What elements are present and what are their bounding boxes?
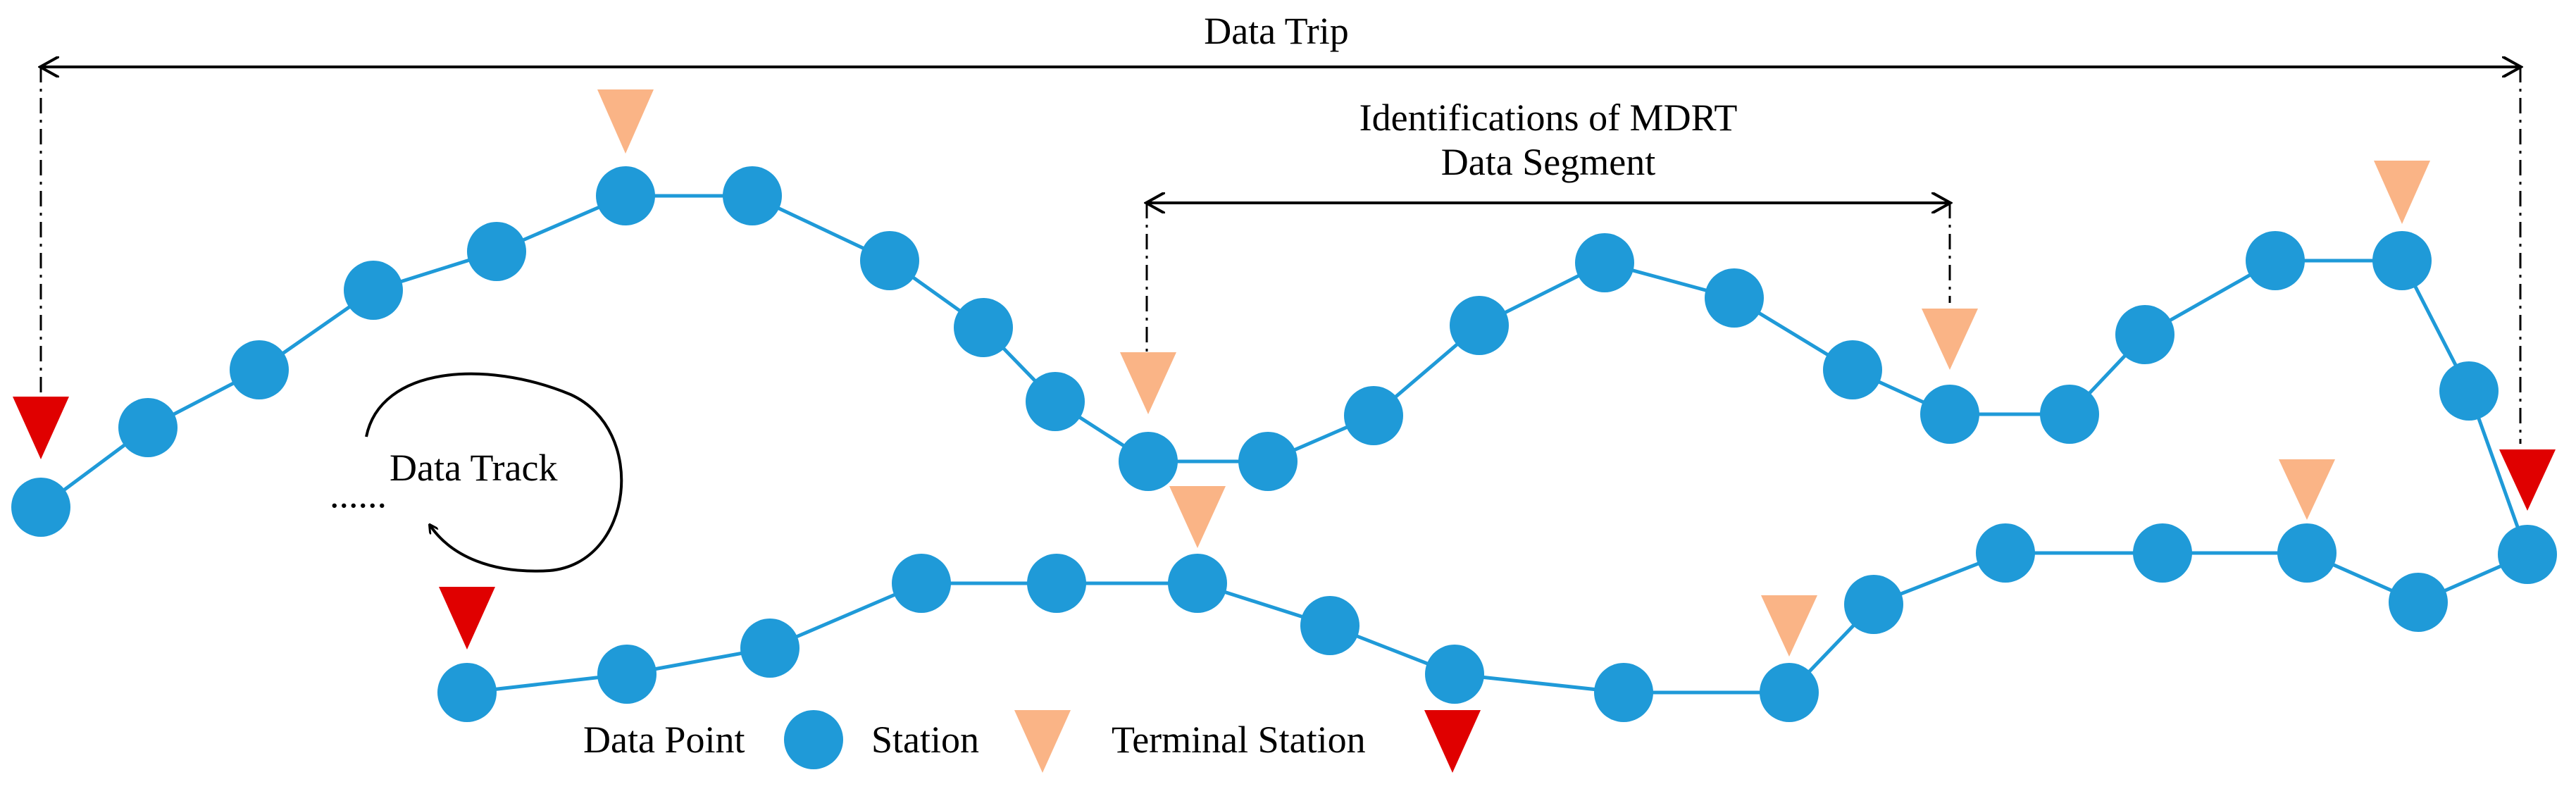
data-point xyxy=(118,398,178,457)
station-marker xyxy=(1169,486,1226,548)
data-point xyxy=(2040,385,2099,444)
legend-data-point-icon xyxy=(784,710,843,769)
data-point xyxy=(892,554,951,613)
data-point xyxy=(1844,575,1903,634)
legend-data-point-label: Data Point xyxy=(583,719,745,761)
data-point xyxy=(2439,361,2499,421)
data-point xyxy=(1575,233,1634,292)
segment-label-line2: Data Segment xyxy=(1441,141,1655,183)
data-track-label: Data Track xyxy=(390,447,557,489)
legend-terminal-station-label: Terminal Station xyxy=(1112,719,1366,761)
data-point xyxy=(1450,296,1509,355)
lower-track-points xyxy=(437,523,2448,722)
terminal-station-marker xyxy=(13,397,69,459)
data-point xyxy=(1920,385,1979,444)
data-point xyxy=(11,478,70,537)
legend-terminal-station-icon xyxy=(1424,710,1481,773)
data-point xyxy=(437,663,497,722)
ellipsis-label: ...... xyxy=(330,473,387,516)
data-point xyxy=(1026,372,1085,431)
segment-label-line1: Identifications of MDRT xyxy=(1359,97,1738,139)
mdrt-segment-dimension: Identifications of MDRT Data Segment xyxy=(1147,97,1950,352)
data-point xyxy=(954,298,1013,357)
data-point xyxy=(723,166,782,225)
data-trip-label: Data Trip xyxy=(1204,10,1349,52)
station-marker xyxy=(2279,459,2335,520)
data-point xyxy=(1594,663,1653,722)
data-point xyxy=(1344,386,1403,445)
station-marker xyxy=(1761,595,1817,657)
data-trip-dimension: Data Trip xyxy=(41,10,2520,444)
terminal-stations xyxy=(13,397,2556,650)
station-marker xyxy=(2374,161,2430,224)
data-point xyxy=(2277,523,2337,583)
data-point xyxy=(1705,268,1764,328)
station-marker xyxy=(1120,352,1176,414)
data-point xyxy=(1238,432,1298,491)
legend: Data Point Station Terminal Station xyxy=(583,710,1481,773)
data-point xyxy=(344,261,403,320)
station-marker xyxy=(597,89,654,154)
legend-station-icon xyxy=(1014,710,1071,773)
data-point xyxy=(230,340,289,399)
data-point xyxy=(1119,432,1178,491)
data-point xyxy=(2133,523,2192,583)
lower-track-line xyxy=(466,551,2529,695)
data-point xyxy=(596,166,655,225)
upper-track-points xyxy=(11,166,2557,584)
data-point xyxy=(1425,645,1484,704)
data-point xyxy=(860,231,919,290)
data-point xyxy=(740,619,799,678)
data-point xyxy=(2498,525,2557,584)
data-point xyxy=(2115,305,2174,364)
station-marker xyxy=(1922,309,1978,370)
data-point xyxy=(1300,596,1359,655)
terminal-station-marker xyxy=(439,587,495,650)
data-point xyxy=(1760,663,1819,722)
terminal-station-marker xyxy=(2499,449,2556,511)
data-point xyxy=(1823,340,1882,399)
data-point xyxy=(2372,231,2432,290)
data-point xyxy=(2246,231,2305,290)
data-point xyxy=(1168,554,1227,613)
legend-station-label: Station xyxy=(871,719,979,761)
stations xyxy=(597,89,2430,657)
data-track-annotation: Data Track ...... xyxy=(330,372,623,573)
data-point xyxy=(2389,573,2448,632)
data-point xyxy=(597,645,657,704)
data-point xyxy=(1027,554,1086,613)
data-point xyxy=(467,222,526,281)
upper-track-line xyxy=(39,194,2530,555)
data-point xyxy=(1976,523,2035,583)
